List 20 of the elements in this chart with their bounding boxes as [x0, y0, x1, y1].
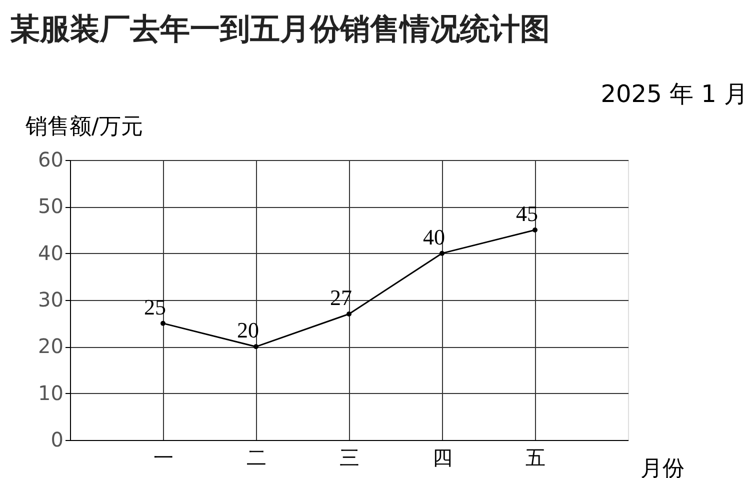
y-tick-label: 50	[38, 194, 64, 218]
point	[254, 344, 258, 350]
y-tick-label: 0	[50, 428, 64, 452]
x-tick-label: 一	[154, 446, 174, 470]
chart-title: 某服装厂去年一到五月份销售情况统计图	[10, 12, 550, 47]
y-axis-title: 销售额/万元	[24, 114, 143, 140]
x-tick-label: 二	[246, 446, 266, 470]
y-tick-label: 40	[38, 240, 64, 265]
y-tick-label: 60	[38, 148, 64, 172]
text: 2025 年 1 月	[600, 80, 748, 108]
x-tick-label: 五	[526, 446, 546, 470]
y-tick-label: 10	[38, 380, 64, 405]
point	[346, 312, 352, 316]
point	[160, 320, 166, 326]
point	[532, 228, 538, 232]
x-tick-label: 四	[432, 446, 452, 470]
x-tick-label: 三	[340, 446, 360, 470]
y-tick-label: 20	[38, 334, 64, 358]
y-tick-label: 30	[38, 288, 64, 312]
point	[440, 250, 444, 256]
